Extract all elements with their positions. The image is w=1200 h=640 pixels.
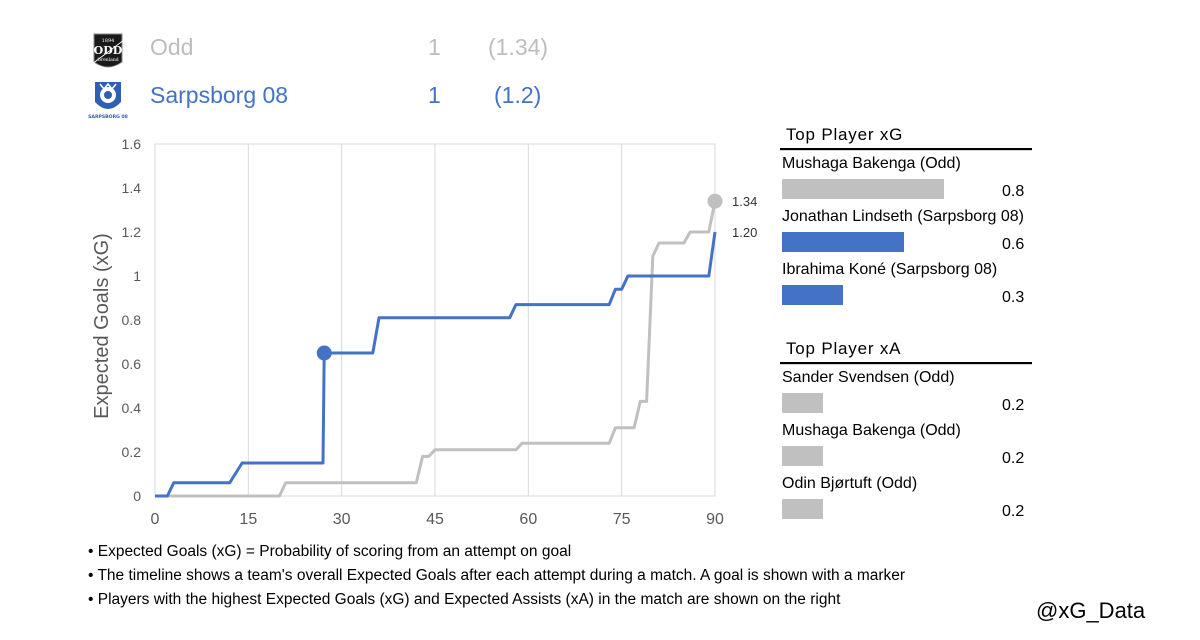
x-tick-label: 0 xyxy=(151,511,160,528)
end-marker xyxy=(707,193,723,209)
player-value: 0.2 xyxy=(1002,397,1025,414)
top-player-xg-panel: Top Player xG Mushaga Bakenga (Odd) 0.8 Jo… xyxy=(780,124,1032,310)
player-value-bar xyxy=(782,499,823,519)
note-3: • Players with the highest Expected Goal… xyxy=(88,591,841,608)
player-value: 0.2 xyxy=(1002,503,1025,520)
sarpsborg-08-crest-icon: SARPSBORG 08 xyxy=(88,82,128,120)
top-player-xa-panel: Top Player xA Sander Svendsen (Odd) 0.2 Mu… xyxy=(780,338,1032,524)
top-player-xa-title: Top Player xA xyxy=(780,338,1032,364)
player-name: Ibrahima Koné (Sarpsborg 08) xyxy=(782,261,998,278)
y-tick-label: 0.4 xyxy=(122,400,142,416)
player-name: Mushaga Bakenga (Odd) xyxy=(782,422,961,439)
y-tick-label: 1 xyxy=(133,268,141,284)
series-line-sarpsborg xyxy=(155,231,717,498)
player-value: 0.6 xyxy=(1002,236,1025,253)
x-tick-label: 90 xyxy=(706,511,724,528)
logo-text-main: ODD xyxy=(94,44,123,57)
goal-marker xyxy=(316,345,332,361)
series-line-odd xyxy=(155,200,717,498)
player-value-bar xyxy=(782,285,843,305)
logo-text-sub: Grenland xyxy=(97,57,118,63)
x-tick-label: 60 xyxy=(519,511,537,528)
team-xg-odd: (1.34) xyxy=(488,34,549,60)
player-name: Jonathan Lindseth (Sarpsborg 08) xyxy=(782,208,1024,225)
player-row: Ibrahima Koné (Sarpsborg 08) 0.3 xyxy=(780,257,1032,310)
player-row: Sander Svendsen (Odd) 0.2 xyxy=(780,364,1032,418)
chart-axes: 0 15 30 45 60 75 90 0 0.2 0.4 0.6 0.8 1 1.2 1.4 1.6 xyxy=(122,136,724,528)
team-xg-sarpsborg: (1.2) xyxy=(494,82,542,108)
player-row: Odin Bjørtuft (Odd) 0.2 xyxy=(780,471,1032,524)
player-value-bar xyxy=(782,393,823,413)
x-tick-label: 30 xyxy=(333,511,351,528)
player-name: Odin Bjørtuft (Odd) xyxy=(782,475,918,492)
odd-grenland-crest-icon: 1894 ODD Grenland xyxy=(91,33,125,68)
player-value: 0.2 xyxy=(1002,450,1025,467)
player-value-bar xyxy=(782,232,904,252)
y-tick-label: 0.8 xyxy=(122,312,142,328)
logo-text-sub: SARPSBORG 08 xyxy=(88,114,128,120)
player-value-bar xyxy=(782,446,823,466)
y-tick-label: 1.2 xyxy=(122,224,142,240)
x-tick-label: 75 xyxy=(613,511,631,528)
team-row-odd: 1894 ODD Grenland Odd 1 (1.34) xyxy=(0,32,640,72)
team-name-odd: Odd xyxy=(150,34,194,60)
top-player-xg-title: Top Player xG xyxy=(780,124,1032,150)
xg-timeline-chart: 0 15 30 45 60 75 90 0 0.2 0.4 0.6 0.8 1 1.2 1.4 1.6 1.3… xyxy=(91,136,757,528)
player-row: Mushaga Bakenga (Odd) 0.2 xyxy=(780,418,1032,471)
top-player-xa-list: Sander Svendsen (Odd) 0.2 Mushaga Bakenga … xyxy=(780,364,1032,524)
player-row: Jonathan Lindseth (Sarpsborg 08) 0.6 xyxy=(780,204,1032,257)
series-end-label: 1.34 xyxy=(732,194,757,209)
team-goals-sarpsborg: 1 xyxy=(428,82,441,108)
y-tick-label: 0.2 xyxy=(122,444,142,460)
y-tick-label: 0.6 xyxy=(122,356,142,372)
chart-notes: • Expected Goals (xG) = Probability of s… xyxy=(88,540,905,612)
chart-series: 1.34 1.20 xyxy=(155,193,757,498)
team-name-sarpsborg: Sarpsborg 08 xyxy=(150,82,289,108)
x-tick-label: 45 xyxy=(426,511,444,528)
series-end-label: 1.20 xyxy=(732,225,757,240)
x-tick-label: 15 xyxy=(239,511,257,528)
y-tick-label: 1.4 xyxy=(122,180,142,196)
player-value-bar xyxy=(782,179,944,199)
team-goals-odd: 1 xyxy=(428,34,441,60)
note-1: • Expected Goals (xG) = Probability of s… xyxy=(88,543,572,560)
top-player-xg-list: Mushaga Bakenga (Odd) 0.8 Jonathan Lindset… xyxy=(780,150,1032,310)
team-row-sarpsborg: SARPSBORG 08 Sarpsborg 08 1 (1.2) xyxy=(0,80,640,120)
note-2: • The timeline shows a team's overall Ex… xyxy=(88,567,906,584)
player-value: 0.3 xyxy=(1002,289,1025,306)
y-tick-label: 0 xyxy=(133,488,141,504)
player-row: Mushaga Bakenga (Odd) 0.8 xyxy=(780,150,1032,204)
y-tick-label: 1.6 xyxy=(122,136,142,152)
chart-grid xyxy=(154,143,716,497)
y-axis-label: Expected Goals (xG) xyxy=(91,233,113,419)
logo-text-year: 1894 xyxy=(102,38,115,44)
author-handle: @xG_Data xyxy=(1036,598,1146,623)
player-name: Sander Svendsen (Odd) xyxy=(782,369,955,386)
player-value: 0.8 xyxy=(1002,183,1025,200)
player-name: Mushaga Bakenga (Odd) xyxy=(782,155,961,172)
